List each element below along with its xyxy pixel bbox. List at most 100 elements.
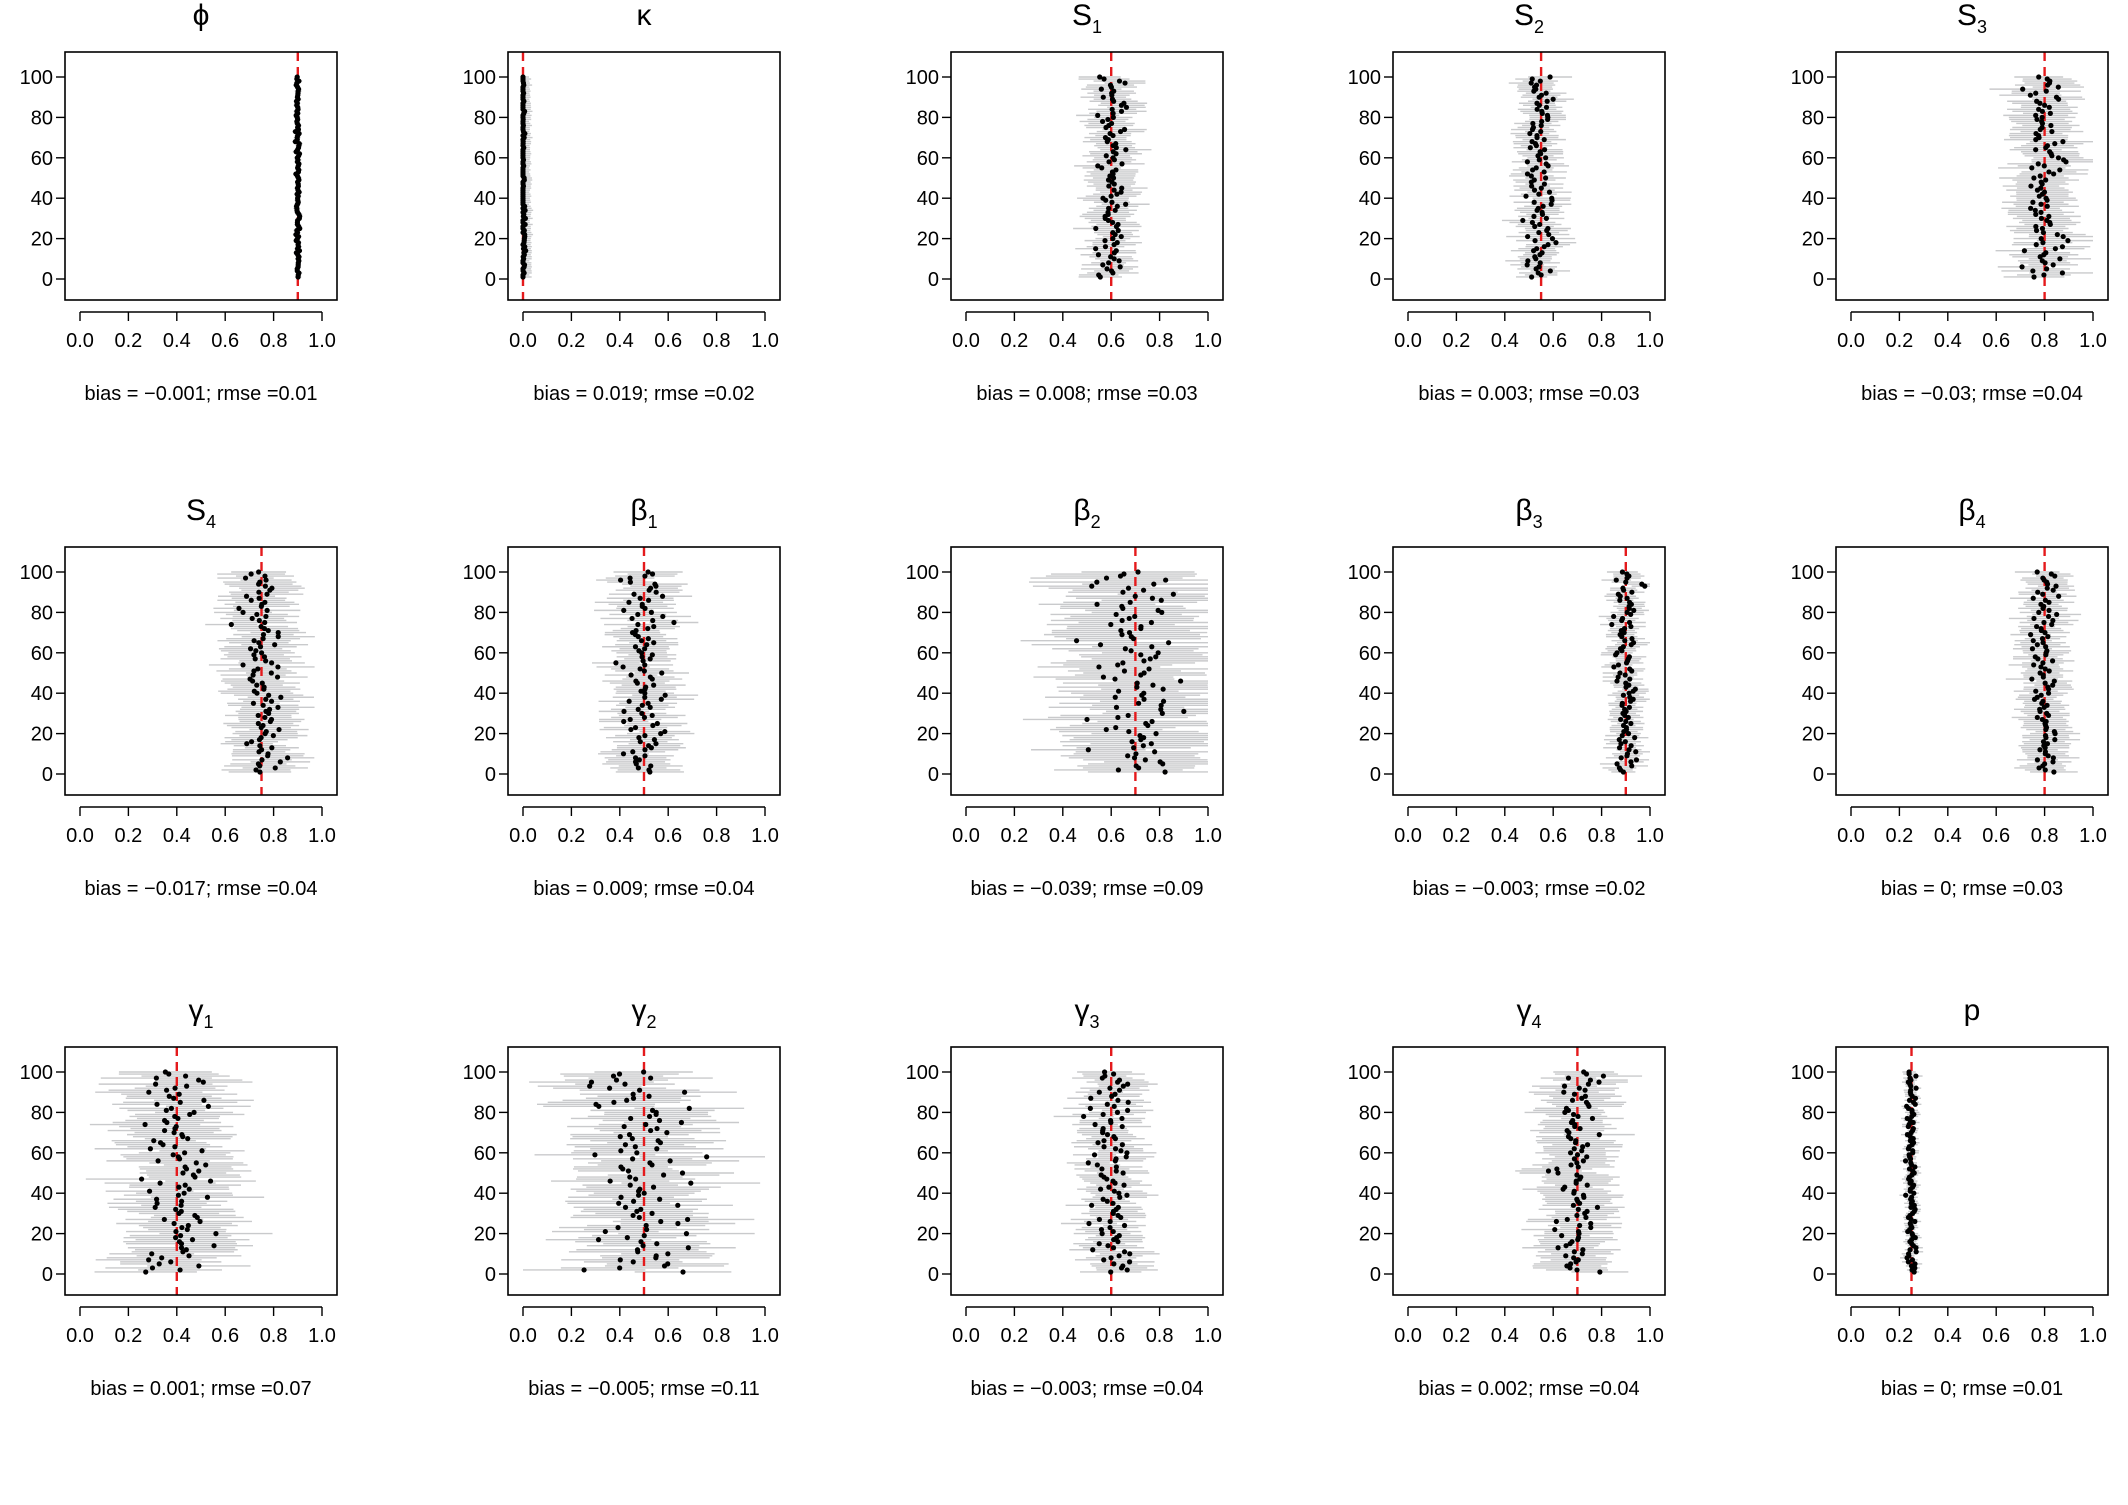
point [1545,242,1551,248]
point [2032,207,2038,213]
point [658,1218,664,1225]
y-axis: 0 20 40 60 80 100 [906,67,951,291]
point [1106,260,1112,266]
point [644,1226,650,1233]
point [645,625,651,632]
point [1120,1170,1126,1176]
panel-title-symbol: κ [637,0,653,32]
point [648,763,654,769]
point [1107,1117,1114,1124]
y-tick-label: 60 [31,1143,53,1165]
point [1103,726,1109,733]
point [1910,1125,1916,1132]
point [166,1093,172,1099]
point [651,640,657,646]
point [637,739,643,745]
point [1596,1079,1602,1085]
point [1118,108,1125,114]
point [1575,1228,1582,1235]
point [260,636,266,642]
x-tick-label: 0.4 [163,825,191,847]
x-tick-label: 1.0 [1194,330,1222,352]
x-tick-label: 0.0 [509,825,537,847]
point [180,1170,186,1176]
y-tick-label: 20 [1802,1224,1824,1246]
bias-rmse-caption: bias = −0.003; rmse =0.02 [1413,878,1646,900]
point [2050,682,2056,688]
point [650,722,656,729]
point-estimates [1545,1069,1607,1275]
point [1628,623,1634,630]
x-axis: 0.0 0.2 0.4 0.6 0.8 1.0 [66,311,336,352]
y-tick-label: 100 [1791,1062,1824,1084]
point [1528,80,1534,86]
point [262,599,268,605]
point [1111,187,1117,193]
point [1131,745,1137,751]
point [627,716,633,723]
y-tick-label: 100 [463,1062,496,1084]
point [1119,632,1125,638]
point [1143,720,1149,727]
point [2033,112,2039,118]
point [159,1255,165,1261]
point [647,674,653,680]
point [657,1196,663,1202]
point [1624,751,1631,757]
x-tick-label: 0.4 [1934,330,1962,352]
point [2044,741,2051,747]
point [1091,1152,1098,1158]
point [263,613,269,620]
point [2043,88,2049,94]
point [2042,102,2048,108]
point [588,1079,595,1085]
point [665,1261,671,1267]
panel-15: p 0 20 40 60 80 100 0.0 0.2 0.4 0.6 0.8 1.0 bias = 0;… [1791,994,2109,1400]
point [2032,654,2038,660]
x-tick-label: 0.2 [557,825,585,847]
x-tick-label: 0.6 [654,1325,682,1347]
point [146,1257,152,1263]
point [1113,248,1119,254]
point [2043,644,2049,650]
y-axis: 0 20 40 60 80 100 [1791,1062,1836,1286]
point [1618,716,1624,723]
point [1628,759,1634,765]
y-tick-label: 80 [917,1102,939,1124]
point [2031,662,2037,668]
point [262,714,268,721]
point [1116,78,1123,84]
point [620,664,626,670]
point [1129,739,1135,745]
point [1584,1142,1591,1148]
point [1105,209,1111,215]
point [196,1168,202,1174]
x-tick-label: 1.0 [2079,1325,2107,1347]
point [1119,1142,1125,1148]
point [649,712,655,719]
point [1089,1202,1095,1208]
point [649,1210,655,1216]
point [613,1077,620,1083]
point [1529,183,1535,189]
point [177,1233,184,1239]
point [2057,256,2063,262]
point [248,597,254,603]
point [684,1216,691,1223]
point [1579,1251,1585,1257]
point [632,1144,638,1150]
point [2043,250,2049,256]
point [2028,632,2034,638]
plot-frame [507,1046,781,1296]
x-tick-label: 0.2 [1000,825,1028,847]
x-tick-label: 0.4 [1049,1325,1077,1347]
y-axis: 0 20 40 60 80 100 [1791,562,1836,786]
point [2042,767,2048,773]
point [268,716,275,723]
panel-title-subscript: 4 [1531,1012,1541,1032]
panel-9: β3 0 20 40 60 80 100 0.0 0.2 0.4 0.6 0.8 1.0 bias = −… [1348,494,1666,900]
point [632,755,639,761]
point [1568,1162,1574,1168]
point [2031,175,2037,181]
